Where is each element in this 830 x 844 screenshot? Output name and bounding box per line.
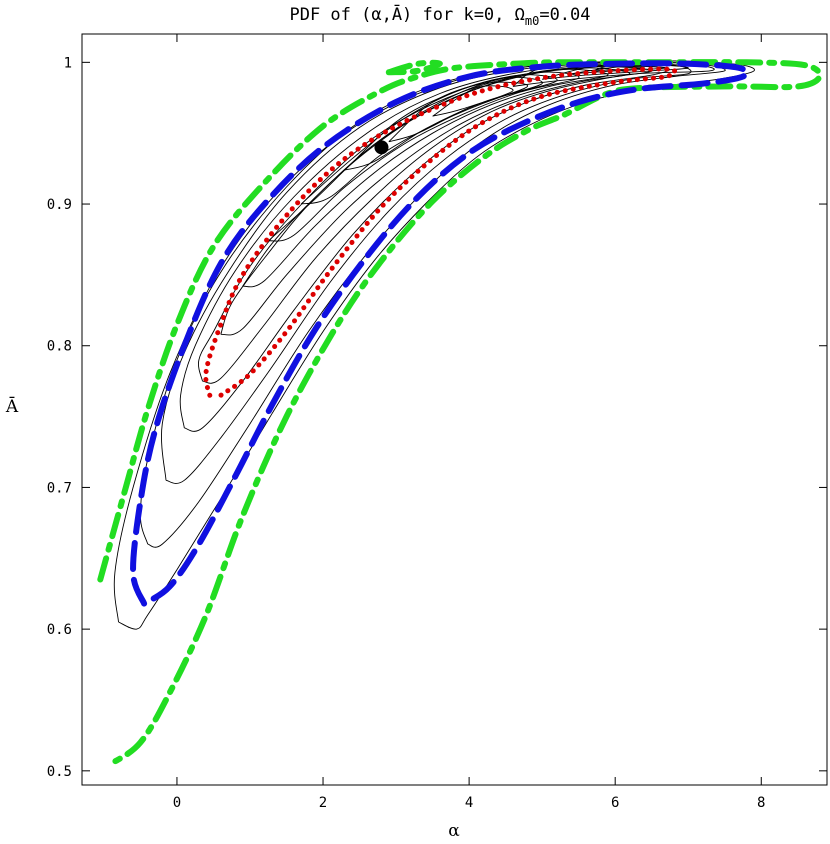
contour-line-c2: [139, 61, 726, 548]
y-tick-label: 1: [64, 55, 72, 71]
x-tick-label: 4: [465, 795, 473, 811]
confidence-regions: [97, 59, 823, 767]
confidence-region-green-upper-lobe: [385, 59, 443, 76]
contour-line-c8: [267, 71, 580, 242]
x-tick-label: 2: [319, 795, 327, 811]
contour-line-c16: [593, 66, 645, 72]
y-tick-label: 0.6: [47, 622, 72, 638]
y-tick-label: 0.7: [47, 480, 72, 496]
contour-line-c10: [344, 76, 543, 171]
y-tick-label: 0.9: [47, 197, 72, 213]
contour-line-c12: [432, 85, 514, 117]
y-tick-label: 0.8: [47, 339, 72, 355]
x-tick-label: 0: [173, 795, 181, 811]
y-ticks: 0.5 0.6 0.7 0.8 0.9 1: [47, 55, 827, 780]
chart-title: PDF of (α,Ā) for k=0, Ωm0=0.04: [289, 3, 590, 28]
contour-line-c11: [388, 81, 528, 143]
contour-line-c5: [198, 66, 653, 384]
y-tick-label: 0.5: [47, 764, 72, 780]
contour-line-c4: [179, 64, 670, 432]
contour-lines: [113, 60, 755, 630]
confidence-region-blue-dashed: [130, 60, 750, 607]
x-axis-label: α: [448, 821, 460, 841]
x-ticks: 0 2 4 6 8: [173, 34, 765, 811]
contour-line-c7: [242, 68, 609, 288]
plot-frame: [81, 33, 828, 786]
best-fit-point: [374, 140, 389, 155]
x-tick-label: 6: [611, 795, 619, 811]
confidence-region-red-dotted: [203, 66, 678, 398]
y-axis-label: Ā: [5, 396, 19, 417]
x-tick-label: 8: [757, 795, 765, 811]
contour-line-c3: [161, 62, 692, 484]
confidence-region-green-dashdot: [97, 59, 823, 767]
